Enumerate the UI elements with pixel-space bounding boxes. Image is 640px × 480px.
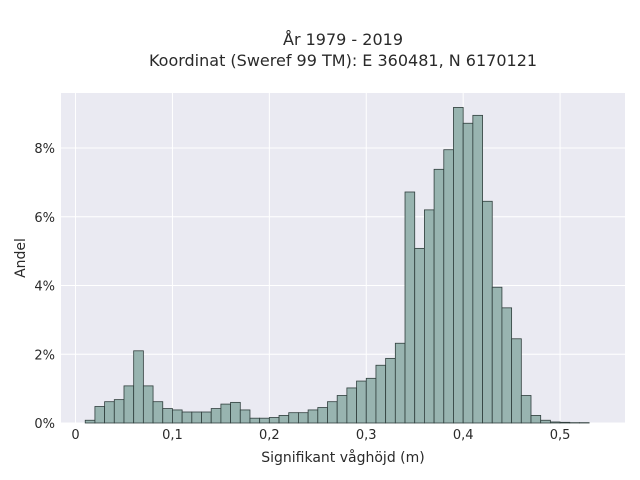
histogram-bar — [230, 401, 241, 424]
histogram-bar — [346, 387, 357, 424]
histogram-bar — [443, 149, 454, 424]
histogram-bar — [259, 417, 270, 424]
histogram-bar — [201, 411, 212, 424]
histogram-bar — [530, 415, 542, 424]
histogram-bar — [191, 411, 202, 424]
histogram-bar — [317, 407, 328, 424]
histogram-bar — [298, 412, 309, 424]
histogram-bar — [152, 401, 164, 424]
y-tick-label: 0% — [34, 417, 55, 432]
histogram-bar — [356, 380, 367, 424]
y-axis-label: Andel — [13, 238, 29, 278]
histogram-bar — [394, 342, 406, 424]
histogram-bar — [142, 385, 154, 424]
histogram-bar — [336, 395, 348, 424]
histogram-bar — [327, 401, 338, 424]
histogram-bar — [472, 114, 483, 424]
histogram-bar — [239, 409, 251, 424]
histogram-bar — [123, 385, 135, 424]
histogram-bar — [249, 417, 261, 424]
histogram-bar — [94, 406, 106, 424]
x-tick-label: 0,1 — [162, 428, 183, 443]
histogram-bar — [491, 286, 503, 424]
histogram-bar — [210, 408, 222, 424]
histogram-bar — [453, 107, 464, 424]
x-axis-label: Signifikant våghöjd (m) — [261, 449, 424, 466]
histogram-bar — [501, 307, 513, 424]
histogram-bar — [433, 168, 445, 424]
histogram-bar — [365, 377, 377, 424]
histogram-bar — [181, 411, 193, 424]
y-tick-label: 2% — [34, 348, 55, 363]
x-tick-label: 0 — [71, 428, 79, 443]
histogram-bar — [482, 200, 493, 424]
histogram-bar — [404, 191, 416, 424]
histogram-bar — [84, 419, 96, 424]
histogram-bar — [278, 415, 290, 424]
y-axis-ticks: 0% 2% 4% 6% 8% — [34, 142, 55, 432]
histogram-bar — [549, 421, 561, 424]
histogram-bar — [424, 209, 435, 424]
histogram-bar — [462, 122, 474, 424]
histogram-bar — [511, 338, 522, 424]
x-axis-ticks: 0 0,1 0,2 0,3 0,4 0,5 — [71, 428, 570, 443]
histogram-bar — [385, 357, 396, 424]
histogram-bar — [307, 409, 319, 424]
y-tick-label: 4% — [34, 280, 55, 295]
histogram-bar — [162, 408, 173, 424]
histogram-bar — [268, 417, 280, 424]
histogram-bar — [414, 247, 425, 424]
chart-subtitle: Koordinat (Sweref 99 TM): E 360481, N 61… — [149, 51, 537, 70]
histogram-bar — [133, 350, 144, 424]
y-tick-label: 8% — [34, 142, 55, 157]
y-tick-label: 6% — [34, 211, 55, 226]
histogram-bar — [288, 412, 299, 424]
x-tick-label: 0,2 — [259, 428, 280, 443]
histogram-bars — [84, 107, 590, 424]
histogram-bar — [172, 409, 183, 424]
histogram-bar — [559, 421, 571, 424]
plot-area — [61, 93, 625, 423]
histogram-bar — [113, 399, 125, 424]
chart-title: År 1979 - 2019 — [283, 30, 403, 49]
histogram-bar — [375, 364, 387, 424]
histogram-bar — [104, 401, 115, 424]
x-tick-label: 0,5 — [550, 428, 571, 443]
histogram-bar — [540, 419, 551, 424]
histogram-bar — [220, 403, 231, 424]
x-tick-label: 0,4 — [453, 428, 474, 443]
x-tick-label: 0,3 — [356, 428, 377, 443]
histogram-bar — [520, 395, 532, 424]
